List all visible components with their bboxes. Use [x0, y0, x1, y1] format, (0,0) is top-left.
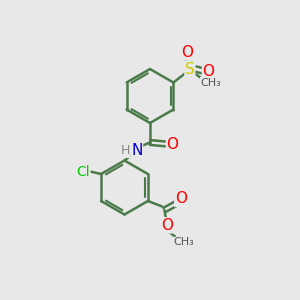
Text: Cl: Cl: [76, 165, 90, 178]
Text: O: O: [161, 218, 173, 233]
Text: O: O: [167, 136, 178, 152]
Text: O: O: [202, 64, 214, 79]
Text: H: H: [121, 144, 130, 158]
Text: CH₃: CH₃: [173, 237, 194, 248]
Text: S: S: [185, 61, 195, 76]
Text: CH₃: CH₃: [200, 77, 221, 88]
Text: O: O: [175, 191, 187, 206]
Text: N: N: [131, 143, 142, 158]
Text: O: O: [182, 45, 194, 60]
